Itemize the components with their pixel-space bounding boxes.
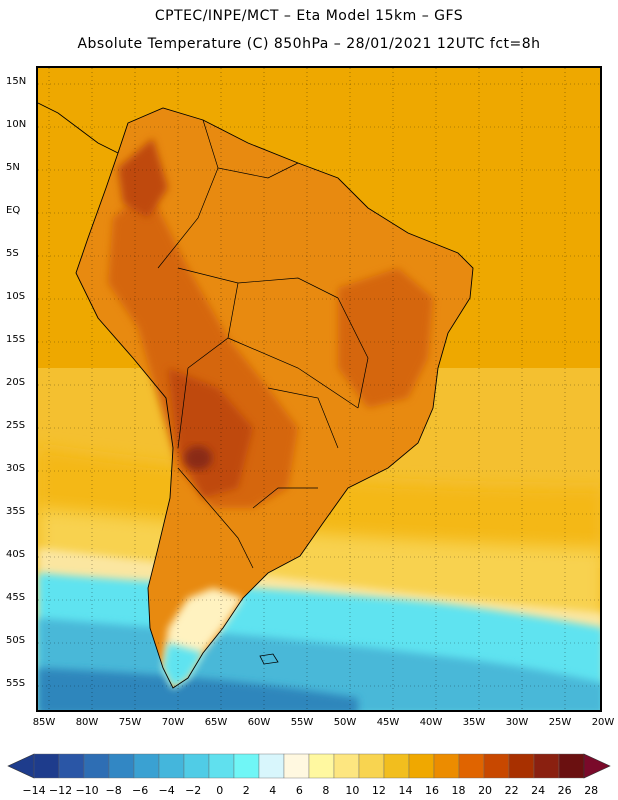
falklands <box>259 653 279 665</box>
lat-label: 45S <box>6 592 26 603</box>
colorbar-swatch <box>58 753 85 779</box>
colorbar-arrow-left <box>7 753 35 779</box>
colorbar-tick-label: −12 <box>48 784 73 797</box>
lon-label: 40W <box>419 717 443 728</box>
lat-label: EQ <box>6 205 21 216</box>
colorbar-tick-label: 18 <box>451 784 466 797</box>
lon-label: 55W <box>290 717 314 728</box>
colorbar-tick-label: 26 <box>557 784 572 797</box>
colorbar-swatch <box>558 753 585 779</box>
colorbar-swatch <box>258 753 285 779</box>
colorbar-swatch <box>358 753 385 779</box>
colorbar-tick-label: 10 <box>345 784 360 797</box>
lon-label: 85W <box>32 717 56 728</box>
lon-label: 30W <box>505 717 529 728</box>
lat-label: 15N <box>6 76 27 87</box>
colorbar-tick-label: 4 <box>269 784 277 797</box>
colorbar-tick-label: −6 <box>132 784 149 797</box>
colorbar-tick-label: 14 <box>398 784 413 797</box>
lon-label: 75W <box>118 717 142 728</box>
lon-label: 80W <box>75 717 99 728</box>
colorbar-swatch <box>333 753 360 779</box>
title-line-1: CPTEC/INPE/MCT – Eta Model 15km – GFS <box>154 8 464 24</box>
map-canvas <box>38 68 600 710</box>
lat-label: 10S <box>6 291 26 302</box>
temperature-map[interactable] <box>36 66 602 712</box>
lon-label: 45W <box>376 717 400 728</box>
colorbar-tick-label: −10 <box>75 784 99 797</box>
coastline <box>75 107 474 689</box>
lon-label: 70W <box>161 717 185 728</box>
colorbar-swatch <box>508 753 535 779</box>
colorbar-swatch <box>183 753 210 779</box>
hotter-region-north <box>118 138 168 218</box>
colorbar-swatch <box>283 753 310 779</box>
lat-label: 5N <box>6 162 20 173</box>
colorbar-swatch <box>483 753 510 779</box>
colorbar-tick-label: −2 <box>185 784 202 797</box>
colorbar-tick-label: 22 <box>504 784 519 797</box>
lat-label: 55S <box>6 678 26 689</box>
colorbar-tick-label: −8 <box>105 784 122 797</box>
colorbar-swatch <box>233 753 260 779</box>
title-line-2: Absolute Temperature (C) 850hPa – 28/01/… <box>77 36 541 52</box>
colorbar-tick-label: 24 <box>531 784 546 797</box>
colorbar-swatch <box>458 753 485 779</box>
colorbar-swatch <box>158 753 185 779</box>
hot-region-brazil <box>338 268 433 408</box>
colorbar-swatch <box>408 753 435 779</box>
lat-label: 25S <box>6 420 26 431</box>
lon-label: 35W <box>462 717 486 728</box>
lon-label: 50W <box>333 717 357 728</box>
colorbar-swatch <box>308 753 335 779</box>
colorbar-swatch <box>533 753 560 779</box>
colorbar-tick-label: 16 <box>425 784 439 797</box>
lat-label: 10N <box>6 119 27 130</box>
colorbar-tick-label: 0 <box>216 784 224 797</box>
colorbar-swatch <box>108 753 135 779</box>
colorbar-tick-label: 28 <box>584 784 599 797</box>
land-cyan-tip <box>163 643 203 688</box>
colorbar-swatch <box>83 753 110 779</box>
colorbar-swatch <box>133 753 160 779</box>
colorbar-swatch <box>433 753 460 779</box>
lat-label: 50S <box>6 635 26 646</box>
lon-label: 25W <box>548 717 572 728</box>
ocean-deep-blue <box>38 668 358 710</box>
lon-label: 20W <box>591 717 615 728</box>
colorbar-tick-label: 2 <box>242 784 250 797</box>
lat-label: 35S <box>6 506 26 517</box>
lat-label: 20S <box>6 377 26 388</box>
lat-label: 5S <box>6 248 19 259</box>
lat-label: 40S <box>6 549 26 560</box>
colorbar-tick-label: 20 <box>478 784 493 797</box>
colorbar <box>7 753 611 779</box>
lon-label: 60W <box>247 717 271 728</box>
colorbar-tick-label: −14 <box>22 784 46 797</box>
colorbar-tick-label: 6 <box>295 784 303 797</box>
lon-label: 65W <box>204 717 228 728</box>
colorbar-tick-label: 12 <box>371 784 386 797</box>
colorbar-arrow-right <box>583 753 611 779</box>
colorbar-swatch <box>208 753 235 779</box>
lat-label: 30S <box>6 463 26 474</box>
central-america <box>38 102 119 154</box>
colorbar-tick-label: 8 <box>322 784 330 797</box>
lat-label: 15S <box>6 334 26 345</box>
hottest-spot <box>184 446 212 470</box>
colorbar-tick-label: −4 <box>158 784 175 797</box>
borders <box>157 119 369 569</box>
colorbar-swatch <box>33 753 60 779</box>
colorbar-swatch <box>383 753 410 779</box>
